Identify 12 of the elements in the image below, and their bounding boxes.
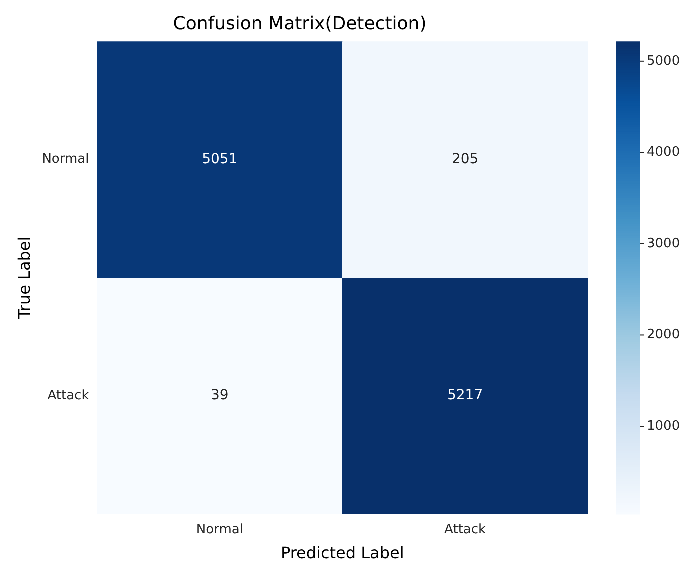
color-bar-label: 4000 bbox=[647, 145, 680, 160]
data-label: 205 bbox=[452, 151, 479, 168]
chart-title: Confusion Matrix(Detection) bbox=[173, 13, 427, 34]
y-axis-title: True Label bbox=[14, 236, 34, 320]
data-label: 5217 bbox=[447, 388, 484, 404]
color-bar-label: 1000 bbox=[647, 418, 680, 434]
data-label: 39 bbox=[211, 388, 229, 404]
color-bar-label: 5000 bbox=[647, 54, 680, 69]
data-label: 5051 bbox=[202, 151, 238, 168]
color-bar-label: 3000 bbox=[647, 236, 680, 252]
color-bar-label: 2000 bbox=[647, 328, 680, 343]
x-axis-title: Predicted Label bbox=[280, 544, 404, 563]
